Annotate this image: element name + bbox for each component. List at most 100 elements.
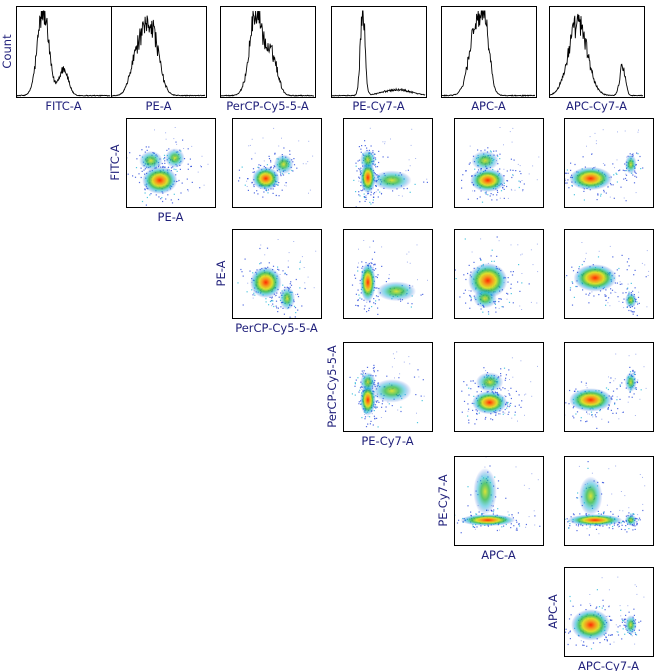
- histogram-pe-a: [111, 6, 207, 98]
- scatter-fitc-a-vs-pe-cy7-a: [343, 118, 433, 208]
- density-cluster: [460, 514, 516, 526]
- scatter-matrix: [126, 118, 654, 657]
- scatter-apc-a-vs-apc-cy7-a: [564, 567, 654, 657]
- scatter-pe-a-vs-apc-cy7-a: [564, 229, 654, 319]
- scatter-events: [349, 351, 425, 428]
- density-cluster: [360, 150, 376, 170]
- histogram-apc-a: [441, 6, 537, 98]
- density-cluster: [250, 266, 282, 299]
- scatter-xlabel-pe-a: PE-A: [158, 210, 184, 224]
- scatter-pe-cy7-a-vs-apc-cy7-a: [564, 456, 654, 546]
- scatter-events: [565, 242, 650, 317]
- scatter-frame: [454, 118, 544, 208]
- histogram-pe-cy7-a: [331, 6, 427, 98]
- density-cluster: [471, 150, 499, 171]
- density-cluster: [142, 166, 178, 194]
- scatter-fitc-a-vs-pe-a: [126, 118, 216, 208]
- histogram-xlabel-pe-a: PE-A: [146, 99, 172, 113]
- scatter-events: [127, 127, 209, 206]
- density-cluster: [473, 468, 497, 516]
- scatter-xlabel-apc-a: APC-A: [481, 548, 516, 562]
- scatter-fitc-a-vs-percp-cy5-5-a: [232, 118, 322, 208]
- scatter-xlabel-apc-cy7-a: APC-Cy7-A: [578, 659, 639, 671]
- scatter-frame: [564, 118, 654, 208]
- density-cluster: [273, 154, 294, 175]
- density-cluster: [165, 148, 185, 168]
- scatter-pe-a-vs-percp-cy5-5-a: [232, 229, 322, 319]
- scatter-percp-cy5-5-a-vs-pe-cy7-a: [343, 342, 433, 432]
- histogram-row: [16, 6, 645, 98]
- scatter-events: [461, 357, 538, 425]
- histogram-xlabel-fitc-a: FITC-A: [45, 99, 81, 113]
- histogram-percp-cy5-5-a: [220, 6, 316, 98]
- scatter-frame: [564, 342, 654, 432]
- scatter-pe-a-vs-pe-cy7-a: [343, 229, 433, 319]
- histogram-fitc-a: [16, 6, 112, 98]
- histogram-line-pe-cy7-a: [331, 10, 426, 97]
- density-cluster: [624, 615, 637, 635]
- density-cluster: [624, 154, 637, 175]
- histogram-ylabel: Count: [0, 34, 14, 69]
- histogram-frame: [16, 6, 112, 98]
- scatter-frame: [343, 229, 433, 319]
- density-cluster: [372, 170, 412, 191]
- density-cluster: [571, 609, 611, 641]
- density-cluster: [376, 281, 416, 302]
- scatter-xlabel-pe-cy7-a: PE-Cy7-A: [361, 434, 413, 448]
- scatter-frame: [564, 456, 654, 546]
- scatter-ylabel-percp-cy5-5-a: PerCP-Cy5-5-A: [325, 345, 339, 428]
- density-cluster: [252, 166, 280, 191]
- density-cluster: [372, 379, 412, 403]
- scatter-events: [565, 576, 645, 650]
- histogram-xlabel-pe-cy7-a: PE-Cy7-A: [352, 99, 404, 113]
- density-cluster: [470, 168, 506, 192]
- histogram-xlabel-apc-a: APC-A: [471, 99, 506, 113]
- scatter-frame: [454, 456, 544, 546]
- density-cluster: [473, 288, 497, 309]
- scatter-pe-a-vs-apc-a: [454, 229, 544, 319]
- scatter-events: [461, 127, 540, 203]
- density-cluster: [624, 372, 637, 392]
- histogram-line-apc-a: [442, 10, 536, 97]
- scatter-pe-cy7-a-vs-apc-a: [454, 456, 544, 546]
- scatter-events: [353, 127, 428, 207]
- density-cluster: [624, 292, 637, 309]
- scatter-ylabel-fitc-a: FITC-A: [108, 144, 122, 180]
- histogram-frame: [549, 6, 645, 98]
- scatter-events: [565, 129, 644, 202]
- scatter-fitc-a-vs-apc-cy7-a: [564, 118, 654, 208]
- histogram-line-percp-cy5-5-a: [220, 10, 314, 97]
- histogram-line-apc-cy7-a: [550, 13, 644, 97]
- scatter-xlabel-percp-cy5-5-a: PerCP-Cy5-5-A: [235, 321, 318, 335]
- density-cluster: [279, 286, 296, 311]
- scatter-events: [238, 127, 314, 198]
- scatter-events: [351, 240, 428, 315]
- histogram-apc-cy7-a: [549, 6, 645, 98]
- density-cluster: [573, 264, 617, 292]
- scatter-events: [565, 461, 646, 536]
- axis-labels: FITC-A PE-A PerCP-Cy5-5-A PE-Cy7-A APC-A APC-…: [0, 34, 639, 671]
- density-cluster: [139, 150, 163, 171]
- histogram-frame: [331, 6, 427, 98]
- density-cluster: [475, 372, 504, 392]
- density-cluster: [360, 384, 376, 416]
- density-cluster: [624, 514, 637, 526]
- histogram-xlabel-percp-cy5-5-a: PerCP-Cy5-5-A: [226, 99, 309, 113]
- scatter-events: [565, 353, 647, 429]
- scatter-fitc-a-vs-apc-a: [454, 118, 544, 208]
- histogram-line-pe-a: [111, 15, 206, 97]
- histogram-xlabel-apc-cy7-a: APC-Cy7-A: [566, 99, 627, 113]
- density-cluster: [567, 514, 623, 526]
- scatter-ylabel-apc-a: APC-A: [546, 594, 560, 629]
- density-cluster: [468, 263, 508, 299]
- histogram-line-fitc-a: [16, 10, 111, 97]
- density-cluster: [579, 476, 603, 516]
- scatter-percp-cy5-5-a-vs-apc-a: [454, 342, 544, 432]
- density-cluster: [472, 390, 508, 415]
- scatter-events: [237, 239, 317, 318]
- scatter-events: [455, 457, 541, 534]
- scatter-frame: [343, 118, 433, 208]
- density-cluster: [569, 166, 613, 191]
- density-cluster: [360, 161, 376, 194]
